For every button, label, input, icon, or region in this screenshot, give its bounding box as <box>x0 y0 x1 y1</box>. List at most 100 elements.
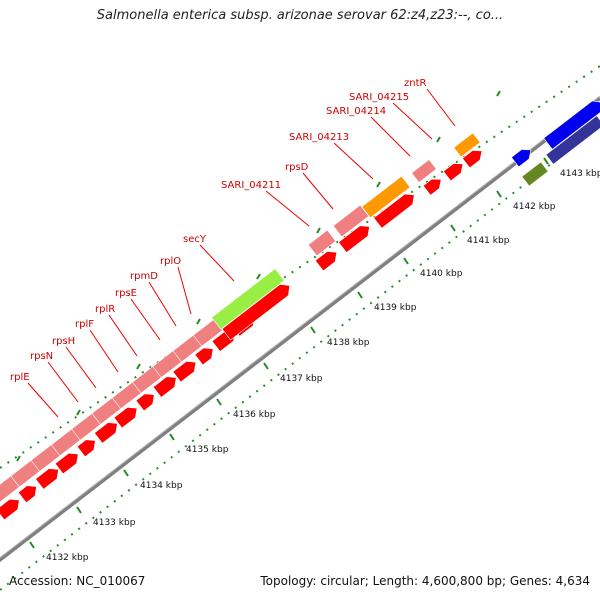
gene-arrow-red <box>93 422 118 444</box>
accession-info: Accession: NC_010067 <box>9 574 146 588</box>
gene-arrow-red <box>461 150 483 169</box>
gene-arrow-red <box>35 468 59 490</box>
scale-tick-labels: 4132 kbp 4133 kbp 4134 kbp 4135 kbp 4136 kbp… <box>46 169 600 563</box>
scale-tick-marks <box>16 90 549 549</box>
outer-guide-line <box>0 65 600 469</box>
gene-arrow-red <box>76 439 96 458</box>
scale-tick-label: 4142 kbp <box>513 202 556 212</box>
gene-label: rpsN <box>30 351 53 362</box>
outer-tick <box>436 136 441 143</box>
outer-tick <box>496 90 501 97</box>
gene-label: SARI_04214 <box>326 106 386 117</box>
gene-label-leader <box>333 142 374 180</box>
gene-label: rplF <box>75 319 94 330</box>
gene-arrow-blue <box>510 149 532 168</box>
gene-label: rpsE <box>115 288 137 299</box>
scale-tick <box>76 506 82 514</box>
gene-label-leader <box>47 361 79 403</box>
scale-tick-label: 4138 kbp <box>327 338 370 348</box>
scale-tick-label: 4136 kbp <box>233 410 276 420</box>
gene-label-leader <box>426 88 456 127</box>
gene-arrow-red <box>152 376 177 398</box>
outer-tick <box>316 227 321 234</box>
scale-tick <box>496 190 502 198</box>
gene-label: SARI_04213 <box>289 132 349 143</box>
scale-tick <box>169 433 175 441</box>
gene-label-leader <box>148 281 177 327</box>
genome-backbone <box>0 96 600 563</box>
gene-features <box>0 100 600 521</box>
genome-backbone-highlight <box>0 95 600 559</box>
gene-label-leader <box>199 244 235 282</box>
outer-tick <box>16 455 21 462</box>
gene-label: rpsD <box>285 162 309 173</box>
scale-tick <box>450 224 456 232</box>
gene-label: rplO <box>160 256 181 267</box>
gene-arrow-red-long <box>221 284 291 341</box>
gene-label: rpsH <box>52 336 75 347</box>
gene-arrow-red <box>442 163 464 182</box>
gene-arrow-red <box>172 361 197 383</box>
gene-label: rplE <box>10 372 30 383</box>
gene-block-navy <box>545 115 600 165</box>
scale-tick-label: 4134 kbp <box>140 481 183 491</box>
gene-block-pink <box>307 229 337 257</box>
gene-arrow-red <box>314 251 338 272</box>
gene-arrow-red <box>135 393 155 412</box>
gene-label-leader <box>177 266 192 315</box>
scale-tick-label: 4143 kbp <box>560 169 600 179</box>
scale-tick-label: 4140 kbp <box>420 269 463 279</box>
scale-tick-label: 4132 kbp <box>46 553 89 563</box>
gene-label: rpmD <box>130 271 158 282</box>
gene-label-leader <box>265 190 310 227</box>
gene-block-secy <box>211 268 285 330</box>
gene-label-leader <box>392 102 433 140</box>
gene-label: rplR <box>95 304 115 315</box>
scale-tick-label: 4139 kbp <box>374 303 417 313</box>
outer-tick <box>376 181 381 188</box>
gene-block-pink <box>411 159 437 183</box>
scale-tick-label: 4133 kbp <box>93 518 136 528</box>
gene-arrow-red <box>17 485 37 504</box>
gene-label: SARI_04211 <box>221 180 281 191</box>
gene-block-pink <box>332 204 370 238</box>
gene-label: zntR <box>404 78 427 89</box>
topology-info: Topology: circular; Length: 4,600,800 bp… <box>260 574 590 588</box>
gene-arrow-red <box>194 347 214 366</box>
gene-label-leader <box>130 298 161 341</box>
gene-block-orange <box>361 175 411 219</box>
scale-tick-label: 4141 kbp <box>467 236 510 246</box>
gene-arrow-red <box>373 193 415 229</box>
gene-label-leader <box>89 329 119 373</box>
gene-label-leader <box>302 172 334 210</box>
scale-tick <box>357 291 363 299</box>
gene-label: secY <box>183 234 207 245</box>
scale-tick <box>403 257 409 265</box>
outer-tick <box>76 409 81 416</box>
outer-tick <box>196 318 201 325</box>
scale-tick <box>263 362 269 370</box>
gene-arrow-red <box>338 225 370 253</box>
gene-block-orange <box>453 132 481 158</box>
gene-label-leader <box>370 116 411 157</box>
gene-arrow-red <box>54 452 79 475</box>
gene-label-leader <box>27 382 59 418</box>
gene-label-leader <box>65 346 97 389</box>
genome-title: Salmonella enterica subsp. arizonae sero… <box>96 8 504 23</box>
scale-guide-line <box>0 125 600 591</box>
gene-label: SARI_04215 <box>349 92 409 103</box>
gene-arrow-red <box>113 406 138 429</box>
outer-tick <box>136 363 141 370</box>
scale-tick <box>543 157 549 165</box>
outer-tick <box>256 273 261 280</box>
gene-arrow-red <box>422 178 442 196</box>
scale-tick <box>310 326 316 334</box>
scale-tick <box>216 398 222 406</box>
gene-arrow-blue <box>543 100 600 150</box>
scale-tick-label: 4137 kbp <box>280 374 323 384</box>
scale-tick <box>29 541 35 549</box>
gene-label-leaders <box>27 88 456 418</box>
